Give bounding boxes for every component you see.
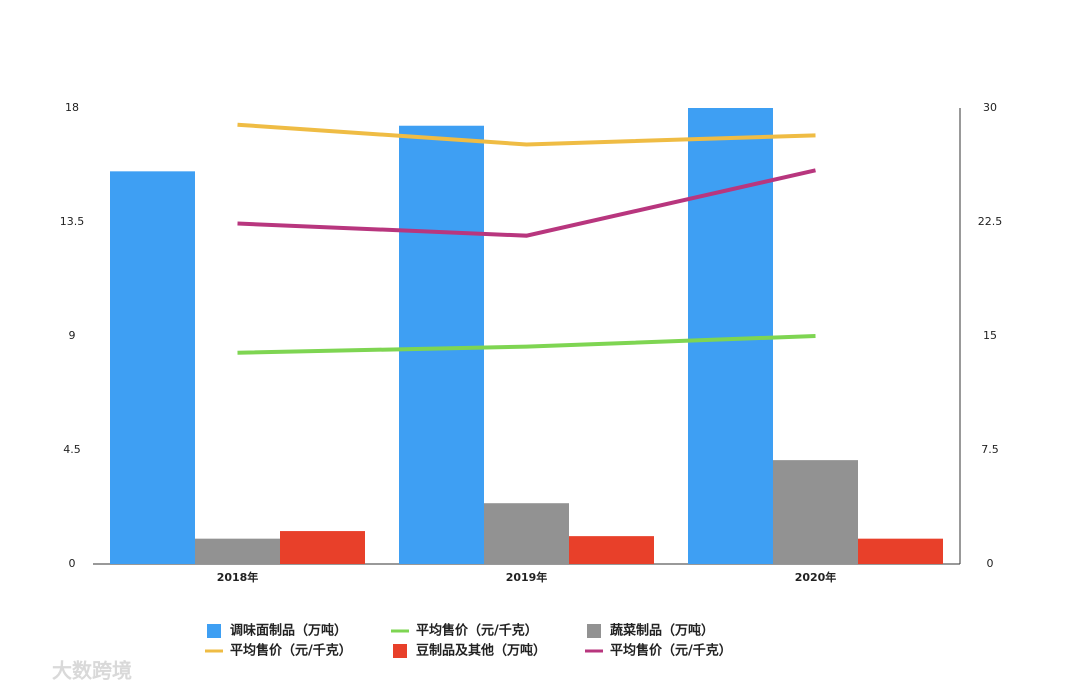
x-tick-label: 2018年: [217, 570, 259, 584]
watermark: 大数跨境: [52, 659, 132, 683]
y2-tick-label: 7.5: [981, 443, 999, 456]
legend-label: 平均售价（元/千克）: [610, 643, 732, 659]
legend-label: 平均售价（元/千克）: [230, 643, 352, 659]
y-tick-label: 9: [69, 329, 76, 342]
y2-tick-label: 15: [983, 329, 997, 342]
y2-tick-label: 22.5: [978, 215, 1003, 228]
line: [237, 334, 816, 355]
legend-swatch: [393, 644, 407, 658]
bar: [858, 538, 943, 564]
x-tick-label: 2019年: [506, 570, 548, 584]
legend-label: 蔬菜制品（万吨）: [610, 623, 714, 639]
bar: [280, 531, 365, 564]
line: [237, 122, 816, 147]
y-tick-label: 4.5: [63, 443, 81, 456]
legend-label: 豆制品及其他（万吨）: [416, 643, 546, 659]
bar: [484, 503, 569, 564]
y-tick-label: 13.5: [60, 215, 85, 228]
bar: [195, 538, 280, 564]
bar: [773, 460, 858, 564]
line: [237, 168, 816, 238]
legend-label: 调味面制品（万吨）: [230, 623, 347, 639]
legend-swatch: [207, 624, 221, 638]
y2-tick-label: 0: [987, 557, 994, 570]
bar: [399, 125, 484, 564]
bar: [110, 171, 195, 565]
bar: [569, 536, 654, 564]
y-tick-label: 18: [65, 101, 79, 114]
legend-swatch: [587, 624, 601, 638]
y-tick-label: 0: [69, 557, 76, 570]
x-tick-label: 2020年: [795, 570, 837, 584]
bar: [688, 108, 773, 564]
y2-tick-label: 30: [983, 101, 997, 114]
legend-label: 平均售价（元/千克）: [416, 623, 538, 639]
